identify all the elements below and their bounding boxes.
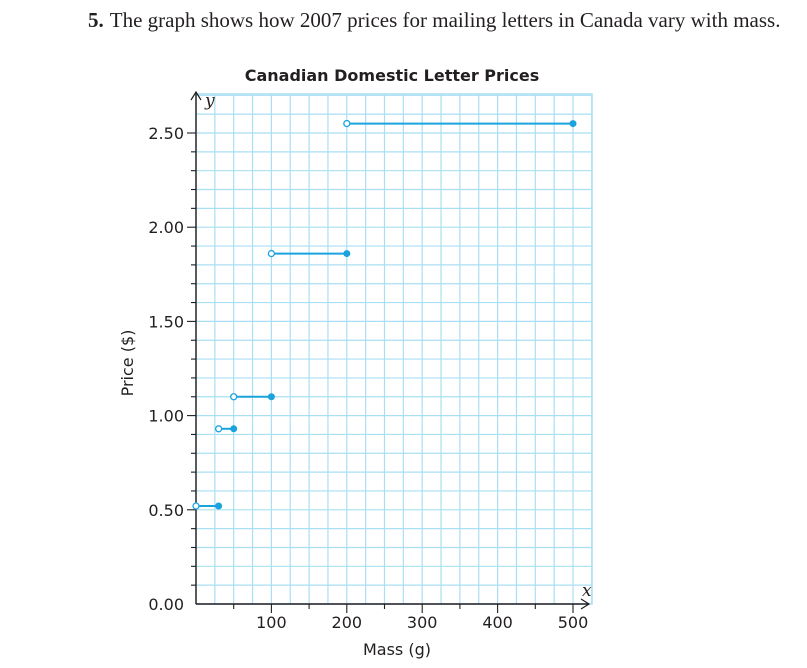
ticks: 0.00 0.50 1.00 1.50 2.00 2.50 100 200 300 400 500 bbox=[148, 124, 588, 632]
y-axis-arrow bbox=[190, 90, 202, 101]
y-tick-label: 2.00 bbox=[148, 218, 184, 237]
series bbox=[192, 119, 577, 510]
closed-endpoint bbox=[343, 250, 351, 258]
y-axis-label: Price ($) bbox=[118, 330, 137, 397]
open-endpoint bbox=[214, 425, 223, 433]
grid bbox=[195, 93, 593, 605]
grid-frame bbox=[195, 93, 593, 605]
x-tick-label: 400 bbox=[482, 613, 513, 632]
y-tick-label: 0.50 bbox=[148, 501, 184, 520]
y-axis-variable: y bbox=[204, 91, 215, 111]
closed-endpoint bbox=[230, 425, 238, 433]
y-tick-label: 1.00 bbox=[148, 407, 184, 426]
open-endpoint bbox=[230, 393, 238, 401]
x-tick-label: 500 bbox=[558, 613, 589, 632]
x-tick-label: 100 bbox=[256, 613, 287, 632]
question-number: 5. bbox=[88, 8, 104, 32]
chart-title: Canadian Domestic Letter Prices bbox=[245, 66, 540, 85]
closed-endpoint bbox=[267, 393, 275, 401]
question-body: The graph shows how 2007 prices for mail… bbox=[109, 8, 781, 32]
y-tick-label: 0.00 bbox=[148, 595, 184, 614]
y-tick-label: 2.50 bbox=[148, 124, 184, 143]
closed-endpoint bbox=[569, 120, 577, 128]
y-tick-label: 1.50 bbox=[148, 312, 184, 331]
x-tick-label: 300 bbox=[407, 613, 438, 632]
axes bbox=[190, 90, 591, 610]
x-axis-label: Mass (g) bbox=[363, 640, 431, 659]
open-endpoint bbox=[343, 119, 351, 128]
closed-endpoint bbox=[215, 502, 223, 510]
question-text: 5. The graph shows how 2007 prices for ma… bbox=[88, 8, 780, 33]
open-endpoint bbox=[192, 502, 200, 510]
open-endpoint bbox=[267, 249, 276, 258]
x-axis-variable: x bbox=[582, 581, 592, 601]
x-tick-label: 200 bbox=[332, 613, 363, 632]
x-axis-arrow bbox=[580, 598, 591, 610]
